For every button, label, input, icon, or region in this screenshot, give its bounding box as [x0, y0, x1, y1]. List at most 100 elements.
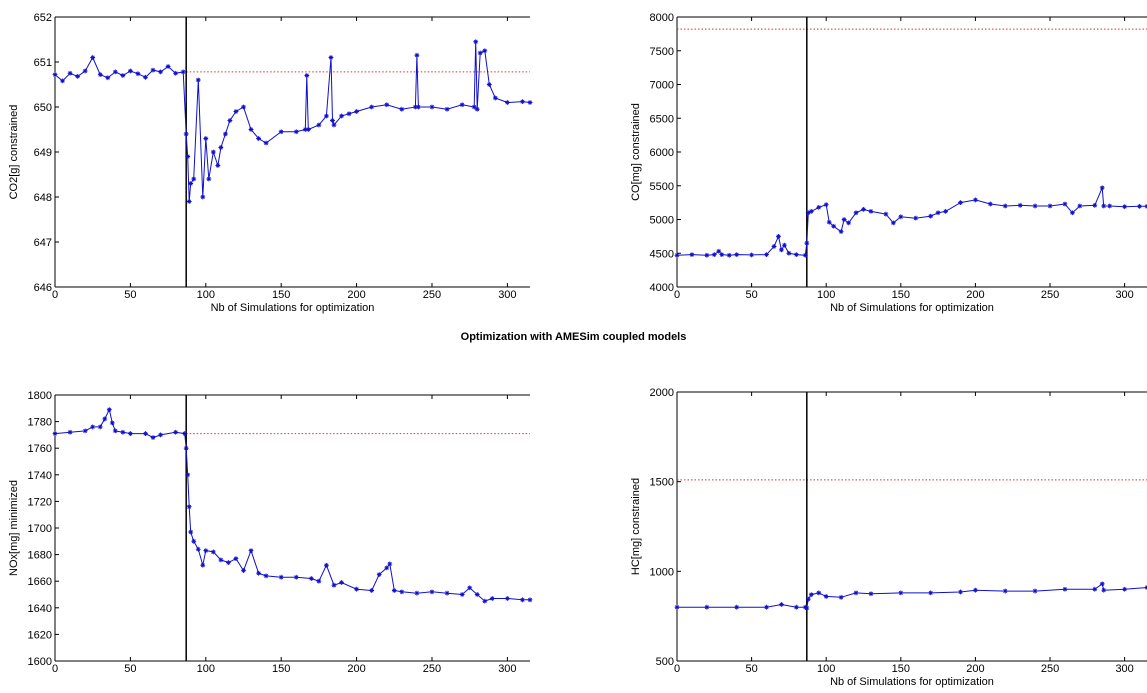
x-tick-label: 300 — [498, 289, 516, 301]
x-tick-label: 0 — [674, 289, 680, 301]
x-tick-label: 300 — [1115, 663, 1133, 675]
data-point-marker — [928, 590, 934, 596]
x-tick-label: 300 — [1115, 289, 1133, 301]
data-point-marker — [973, 587, 978, 593]
data-point-marker — [150, 435, 156, 440]
data-point-marker — [97, 424, 103, 430]
y-tick-label: 4500 — [650, 248, 674, 260]
data-point-marker — [195, 77, 201, 83]
data-point-marker — [241, 104, 246, 110]
data-point-marker — [459, 102, 465, 108]
x-tick-label: 300 — [498, 663, 516, 675]
chart-1: 0 50 100 150 200 250 300 646 647 648 649 650 651 652 N… — [8, 12, 533, 314]
data-point-marker — [1032, 203, 1038, 209]
data-point-marker — [527, 597, 533, 603]
data-point-marker — [120, 429, 126, 435]
data-point-marker — [838, 594, 844, 600]
data-point-marker — [52, 72, 58, 77]
data-point-marker — [474, 106, 480, 112]
data-point-marker — [853, 210, 859, 216]
data-point-marker — [183, 131, 189, 137]
data-point-marker — [112, 69, 118, 75]
data-point-marker — [127, 431, 133, 436]
data-point-marker — [853, 590, 859, 596]
data-point-marker — [492, 95, 498, 101]
data-point-marker — [1099, 581, 1105, 587]
data-point-marker — [527, 100, 533, 105]
data-point-marker — [429, 104, 435, 110]
data-point-marker — [308, 576, 314, 581]
data-point-marker — [67, 429, 73, 435]
y-tick-label: 1780 — [28, 417, 52, 429]
y-tick-label: 1720 — [28, 496, 52, 508]
data-point-marker — [726, 252, 732, 258]
data-point-marker — [489, 596, 495, 601]
x-tick-label: 250 — [423, 289, 441, 301]
series-line — [54, 408, 530, 602]
data-point-marker — [943, 209, 948, 214]
data-point-marker — [180, 69, 186, 75]
data-point-marker — [1107, 203, 1113, 209]
y-tick-label: 7000 — [650, 80, 674, 92]
data-point-marker — [868, 209, 874, 214]
data-point-marker — [376, 572, 382, 577]
data-point-marker — [109, 420, 115, 426]
data-point-marker — [734, 252, 740, 257]
data-point-marker — [222, 131, 228, 137]
x-axis-label: Nb of Simulations for optimization — [830, 676, 994, 688]
data-point-marker — [384, 102, 390, 108]
data-point-marker — [293, 574, 299, 580]
y-axis-label: CO2[g] constrained — [8, 105, 20, 200]
data-point-marker — [1070, 210, 1075, 216]
x-tick-label: 100 — [197, 663, 215, 675]
y-tick-label: 1680 — [28, 550, 52, 562]
data-point-marker — [191, 538, 197, 544]
data-point-marker — [324, 113, 329, 119]
data-point-marker — [150, 67, 156, 73]
data-point-marker — [935, 210, 941, 216]
data-point-marker — [898, 590, 904, 596]
data-point-marker — [416, 104, 421, 110]
data-point-marker — [293, 129, 299, 135]
x-tick-label: 150 — [272, 663, 290, 675]
y-tick-label: 1600 — [28, 656, 52, 668]
data-point-marker — [302, 127, 308, 132]
x-tick-label: 100 — [817, 663, 835, 675]
data-point-marker — [102, 416, 108, 422]
data-point-marker — [793, 252, 799, 257]
data-point-marker — [704, 252, 710, 258]
data-point-marker — [241, 568, 246, 573]
data-point-marker — [82, 428, 88, 434]
data-point-marker — [215, 163, 221, 168]
data-point-marker — [826, 219, 832, 225]
data-point-marker — [1047, 203, 1053, 209]
data-point-marker — [256, 570, 261, 576]
data-point-marker — [173, 429, 179, 435]
data-point-marker — [471, 104, 477, 110]
data-point-marker — [486, 82, 492, 87]
x-tick-label: 250 — [1041, 663, 1059, 675]
data-point-marker — [459, 592, 465, 597]
data-point-marker — [444, 590, 450, 596]
x-tick-label: 100 — [197, 289, 215, 301]
data-point-marker — [823, 594, 829, 599]
data-point-marker — [474, 592, 480, 597]
data-point-marker — [1122, 586, 1128, 592]
data-point-marker — [412, 104, 418, 110]
data-point-marker — [210, 549, 216, 555]
data-point-marker — [331, 122, 337, 128]
x-tick-label: 200 — [347, 663, 365, 675]
y-tick-label: 651 — [34, 57, 52, 69]
data-point-marker — [278, 129, 284, 135]
data-point-marker — [898, 214, 904, 220]
x-tick-label: 150 — [892, 663, 910, 675]
y-tick-label: 1500 — [650, 477, 674, 489]
data-point-marker — [1002, 588, 1008, 594]
data-point-marker — [808, 209, 814, 214]
y-tick-label: 7500 — [650, 46, 674, 58]
data-point-marker — [1092, 586, 1098, 592]
data-point-marker — [958, 589, 963, 595]
data-point-marker — [520, 99, 525, 104]
data-point-marker — [414, 590, 420, 596]
data-point-marker — [689, 252, 695, 257]
